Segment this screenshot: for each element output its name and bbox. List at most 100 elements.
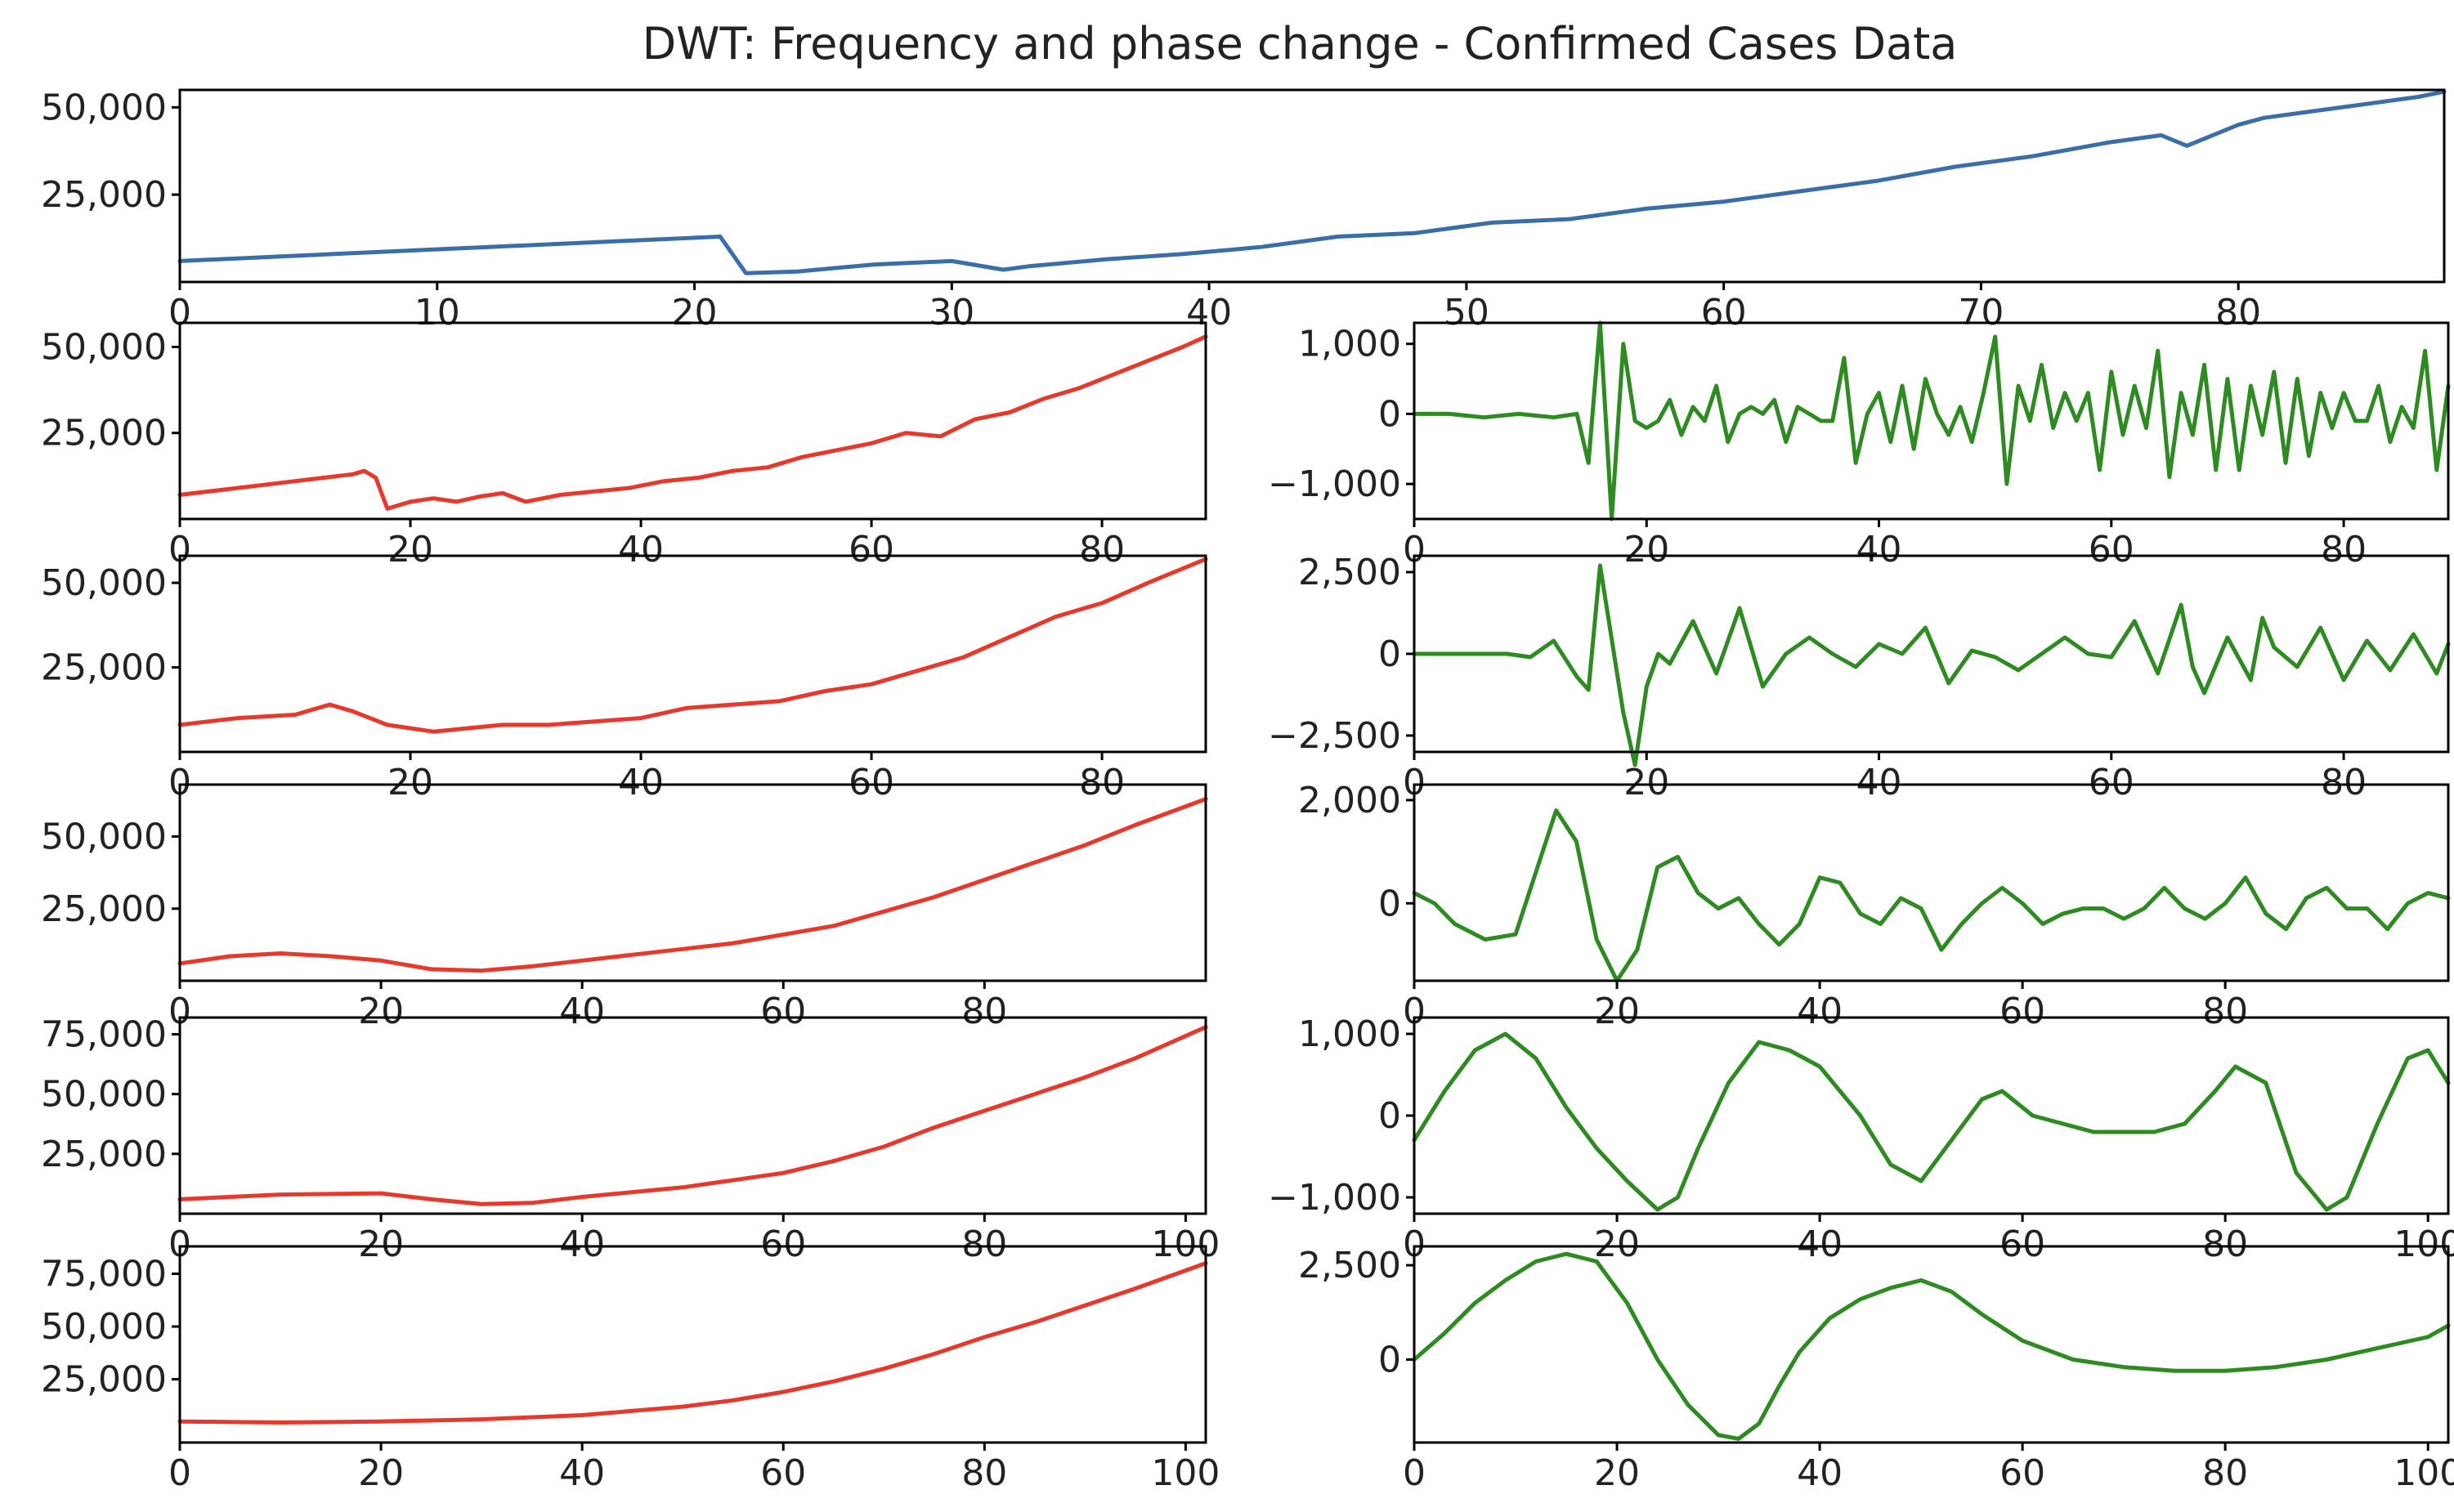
x-tick-label: 40 bbox=[559, 1223, 605, 1265]
axes-frame-original bbox=[178, 88, 2446, 284]
x-tick-label: 80 bbox=[961, 1223, 1007, 1265]
axes-detail-5: 0 20 40 60 80 100 0 2,500 bbox=[1298, 1245, 2454, 1494]
x-tick-label: 60 bbox=[1701, 292, 1747, 333]
x-tick-label: 70 bbox=[1958, 292, 2004, 333]
x-tick-label: 40 bbox=[1797, 991, 1843, 1032]
x-tick-label: 40 bbox=[1797, 1452, 1843, 1494]
x-tick-label: 60 bbox=[760, 991, 806, 1032]
x-tick-label: 20 bbox=[358, 991, 404, 1032]
axes-approx-5: 0 20 40 60 80 100 25,000 50,000 75,000 bbox=[41, 1245, 1220, 1494]
x-tick-label: 80 bbox=[961, 991, 1007, 1032]
x-tick-label: 40 bbox=[559, 991, 605, 1032]
y-tick-label: 25,000 bbox=[41, 888, 167, 930]
x-tick-label: 10 bbox=[414, 292, 460, 333]
x-tick-label: 60 bbox=[849, 762, 894, 803]
axes-frame-approx-4 bbox=[178, 1016, 1207, 1215]
x-tick-label: 30 bbox=[929, 292, 974, 333]
y-tick-label: 25,000 bbox=[41, 174, 167, 216]
y-tick-label: 0 bbox=[1378, 393, 1401, 435]
x-tick-label: 60 bbox=[1999, 991, 2045, 1032]
y-tick-label: 50,000 bbox=[41, 87, 167, 128]
y-tick-label: 0 bbox=[1378, 633, 1401, 675]
x-tick-label: 20 bbox=[1594, 1223, 1640, 1265]
axes-frame-approx-1 bbox=[178, 321, 1207, 521]
x-tick-label: 20 bbox=[1623, 762, 1669, 803]
series-line-approx-5 bbox=[177, 1261, 1208, 1425]
x-tick-label: 60 bbox=[760, 1223, 806, 1265]
x-tick-label: 0 bbox=[168, 1452, 191, 1494]
y-tick-label: 75,000 bbox=[41, 1013, 167, 1055]
x-tick-label: 40 bbox=[1186, 292, 1232, 333]
series-line-detail-1 bbox=[1412, 320, 2451, 521]
axes-layer: 0 10 20 30 40 50 60 70 80 25,000 50,000 0 20 40 60 80 25… bbox=[41, 87, 2454, 1494]
series-line-approx-3 bbox=[177, 797, 1208, 973]
x-tick-label: 20 bbox=[387, 762, 433, 803]
x-tick-label: 40 bbox=[1856, 529, 1902, 570]
y-tick-label: 25,000 bbox=[41, 647, 167, 689]
y-tick-label: −1,000 bbox=[1268, 463, 1401, 505]
x-tick-label: 20 bbox=[358, 1223, 404, 1265]
y-tick-label: 0 bbox=[1378, 1095, 1401, 1137]
y-tick-label: 75,000 bbox=[41, 1254, 167, 1295]
axes-frame-approx-2 bbox=[178, 554, 1207, 754]
series-line-original bbox=[177, 89, 2447, 275]
y-tick-label: 0 bbox=[1378, 883, 1401, 924]
x-tick-label: 40 bbox=[1856, 762, 1902, 803]
axes-frame-detail-5 bbox=[1413, 1245, 2450, 1444]
x-tick-label: 80 bbox=[1079, 762, 1125, 803]
y-tick-label: 50,000 bbox=[41, 562, 167, 604]
y-tick-label: 25,000 bbox=[41, 1359, 167, 1401]
x-tick-label: 20 bbox=[1594, 1452, 1640, 1494]
x-tick-label: 0 bbox=[1403, 1452, 1426, 1494]
x-tick-label: 60 bbox=[2089, 529, 2134, 570]
x-tick-label: 40 bbox=[559, 1452, 605, 1494]
x-tick-label: 60 bbox=[2089, 762, 2134, 803]
x-tick-label: 20 bbox=[1594, 991, 1640, 1032]
y-tick-label: 2,000 bbox=[1298, 780, 1401, 821]
x-tick-label: 80 bbox=[961, 1452, 1007, 1494]
y-tick-label: −2,500 bbox=[1268, 715, 1401, 757]
y-tick-label: 50,000 bbox=[41, 326, 167, 368]
series-line-detail-5 bbox=[1412, 1251, 2451, 1441]
x-tick-label: 80 bbox=[2202, 1223, 2248, 1265]
y-tick-label: 25,000 bbox=[41, 1134, 167, 1175]
x-tick-label: 80 bbox=[2202, 991, 2248, 1032]
axes-frame-approx-5 bbox=[178, 1245, 1207, 1444]
y-tick-label: −1,000 bbox=[1268, 1177, 1401, 1219]
series-line-approx-4 bbox=[177, 1025, 1208, 1206]
y-tick-label: 50,000 bbox=[41, 816, 167, 858]
series-line-approx-2 bbox=[177, 557, 1208, 734]
x-tick-label: 80 bbox=[2202, 1452, 2248, 1494]
x-tick-label: 80 bbox=[2321, 529, 2367, 570]
x-tick-label: 20 bbox=[672, 292, 718, 333]
x-tick-label: 100 bbox=[1151, 1223, 1220, 1265]
series-line-approx-1 bbox=[177, 334, 1208, 511]
x-tick-label: 60 bbox=[1999, 1452, 2045, 1494]
x-tick-label: 20 bbox=[1623, 529, 1669, 570]
series-line-detail-4 bbox=[1412, 1031, 2451, 1212]
axes-frame-detail-1 bbox=[1413, 321, 2450, 521]
figure-title: DWT: Frequency and phase change - Confir… bbox=[643, 18, 1958, 69]
x-tick-label: 60 bbox=[849, 529, 894, 570]
x-tick-label: 40 bbox=[618, 529, 664, 570]
y-tick-label: 50,000 bbox=[41, 1074, 167, 1116]
x-tick-label: 80 bbox=[2321, 762, 2367, 803]
x-tick-label: 80 bbox=[1079, 529, 1125, 570]
y-tick-label: 2,500 bbox=[1298, 1245, 1401, 1286]
x-tick-label: 100 bbox=[2394, 1223, 2454, 1265]
x-tick-label: 20 bbox=[358, 1452, 404, 1494]
y-tick-label: 1,000 bbox=[1298, 324, 1401, 365]
x-tick-label: 80 bbox=[2215, 292, 2261, 333]
x-tick-label: 40 bbox=[618, 762, 664, 803]
axes-frame-approx-3 bbox=[178, 783, 1207, 982]
x-tick-label: 40 bbox=[1797, 1223, 1843, 1265]
